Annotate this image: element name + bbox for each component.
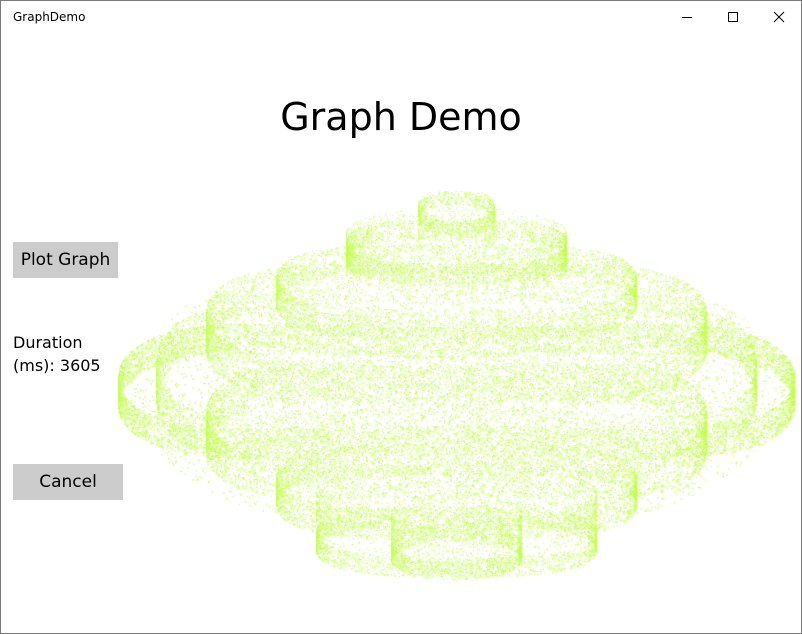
page-title: Graph Demo: [280, 95, 522, 139]
title-bar[interactable]: GraphDemo: [1, 1, 801, 33]
window-title: GraphDemo: [13, 10, 86, 24]
duration-label: Duration: [13, 333, 83, 352]
graph-canvas: [116, 191, 796, 581]
minimize-icon: [682, 17, 692, 18]
close-button[interactable]: [756, 1, 802, 33]
maximize-icon: [728, 12, 738, 22]
plot-graph-button[interactable]: Plot Graph: [13, 242, 118, 278]
cancel-button[interactable]: Cancel: [13, 464, 123, 500]
duration-value: (ms): 3605: [13, 356, 101, 375]
maximize-button[interactable]: [710, 1, 756, 33]
minimize-button[interactable]: [664, 1, 710, 33]
duration-readout: Duration (ms): 3605: [13, 331, 123, 377]
close-icon: [773, 11, 785, 23]
